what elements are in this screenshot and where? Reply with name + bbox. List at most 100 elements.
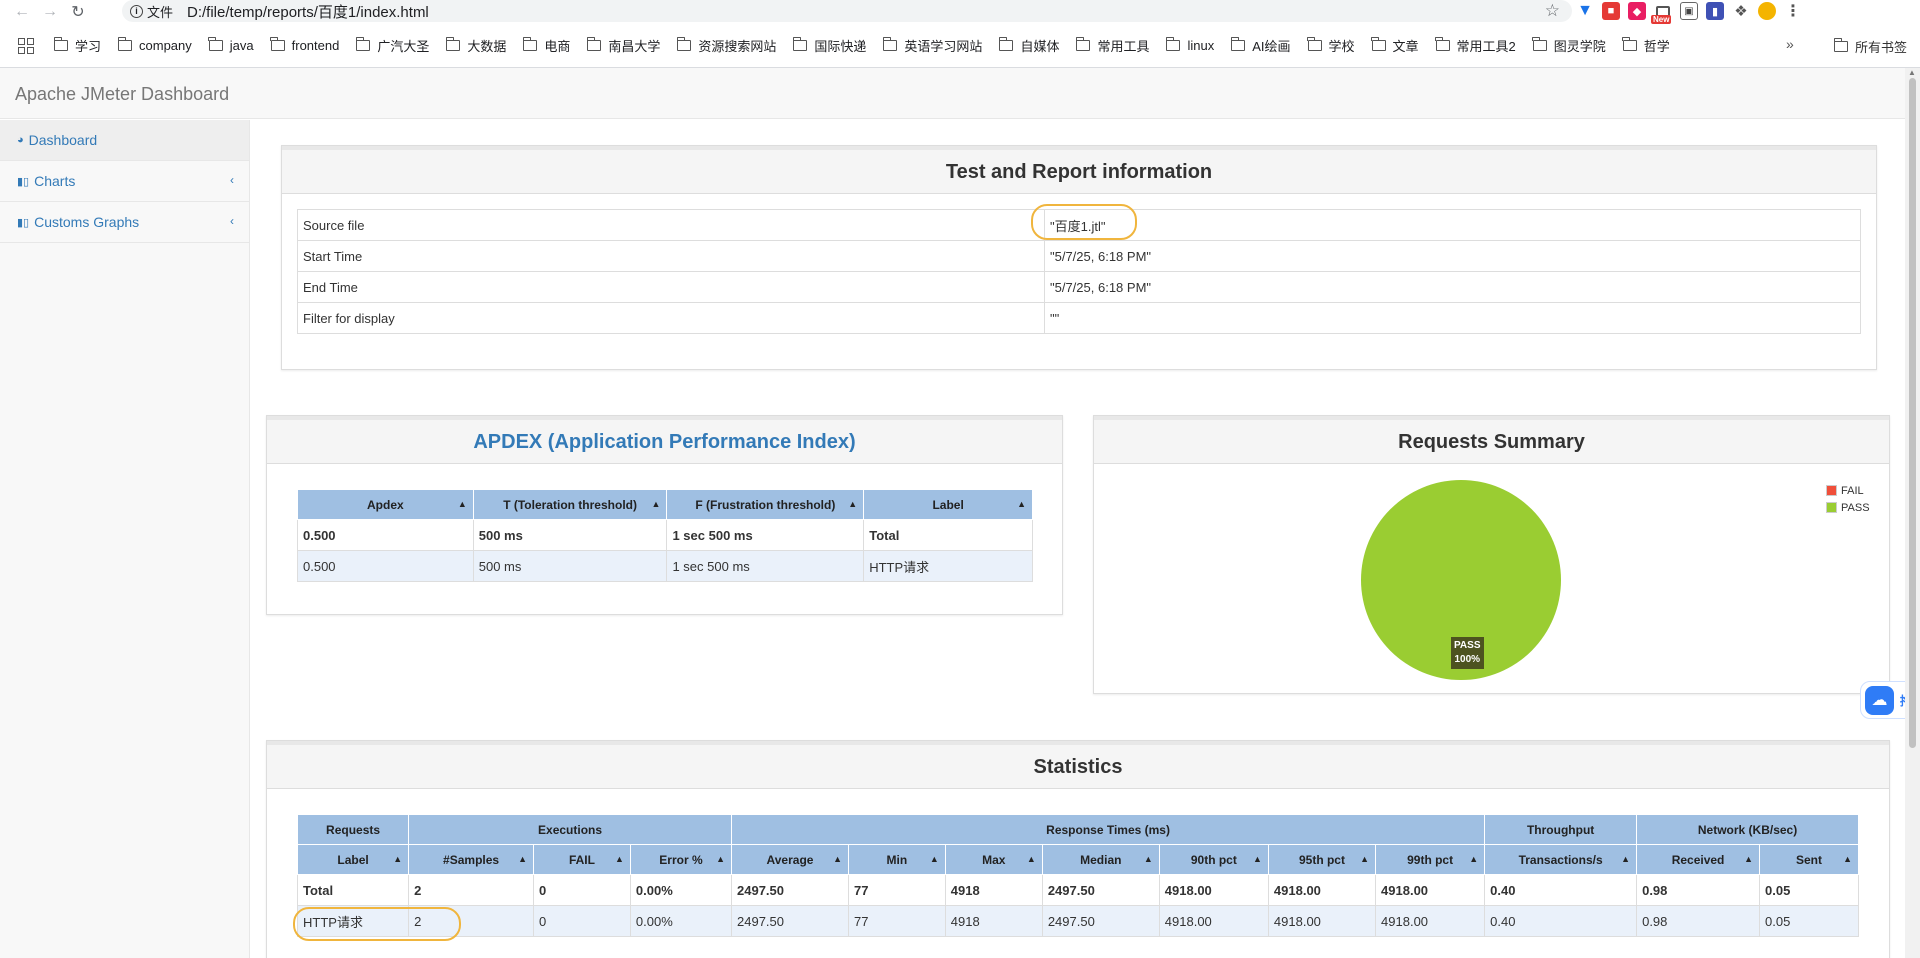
legend-item-pass[interactable]: PASS (1826, 499, 1870, 516)
folder-icon (1230, 37, 1246, 51)
column-header[interactable]: Sent ▲ (1759, 844, 1859, 875)
column-header[interactable]: Error % ▲ (629, 844, 733, 875)
table-cell: 0.98 (1636, 874, 1760, 906)
panel-title: Requests Summary (1094, 416, 1889, 464)
table-cell: 0.40 (1484, 905, 1638, 937)
sort-icon: ▲ (1360, 854, 1370, 864)
bookmark-folder[interactable]: 英语学习网站 (882, 36, 982, 55)
bookmarks-bar: 学习 company java frontend 广汽大圣 大数据 电商 南昌大学 资源搜索网站… (0, 24, 1920, 68)
bar-chart-icon: ▮▯ (17, 175, 30, 188)
column-header[interactable]: Apdex ▲ (297, 489, 474, 520)
info-key: Filter for display (297, 302, 1045, 334)
table-cell: 2 (408, 905, 535, 937)
column-header[interactable]: Label ▲ (296, 844, 410, 875)
bookmark-folder[interactable]: 国际快递 (792, 36, 866, 55)
reload-icon[interactable]: ↻ (71, 4, 85, 21)
column-header[interactable]: 95th pct ▲ (1267, 844, 1377, 875)
apps-grid-icon[interactable] (18, 37, 34, 54)
column-header-label: Error % (659, 852, 703, 867)
sidebar-item-charts[interactable]: ▮▯ Charts ‹ (0, 161, 249, 202)
bookmark-folder[interactable]: 资源搜索网站 (676, 36, 777, 55)
bookmark-folder[interactable]: 常用工具 (1075, 36, 1149, 55)
sidebar-item-dashboard[interactable]: ◕ Dashboard (0, 120, 249, 161)
gray-extension-icon[interactable]: ▣ (1680, 2, 1698, 20)
bookmark-folder[interactable]: 图灵学院 (1532, 36, 1606, 55)
bookmark-folder[interactable]: linux (1165, 37, 1214, 53)
forward-arrow-icon[interactable]: → (42, 3, 58, 20)
sidebar-item-customs-graphs[interactable]: ▮▯ Customs Graphs ‹ (0, 202, 249, 243)
pie-slice-pass[interactable] (1361, 480, 1561, 680)
bookmark-folder[interactable]: java (208, 37, 254, 53)
bookmark-label: 广汽大圣 (377, 39, 430, 54)
bookmark-folder[interactable]: 文章 (1371, 36, 1419, 55)
red-extension-icon[interactable]: ■ (1602, 2, 1620, 20)
sort-icon: ▲ (1026, 854, 1036, 864)
bookmark-folder[interactable]: 电商 (522, 36, 571, 55)
extensions-puzzle-icon[interactable]: ❖ (1732, 2, 1750, 20)
save-extension-icon[interactable]: ▮ (1706, 2, 1724, 20)
bookmark-star-icon[interactable]: ☆ (1544, 1, 1560, 20)
page-scrollbar[interactable]: ▲ (1905, 68, 1920, 958)
folder-icon (1075, 37, 1091, 51)
column-header[interactable]: Min ▲ (847, 844, 946, 875)
scroll-up-arrow-icon[interactable]: ▲ (1908, 68, 1916, 77)
bookmark-folder[interactable]: 学校 (1307, 36, 1355, 55)
total-row: 0.500 500 ms 1 sec 500 ms Total (297, 519, 1033, 551)
table-cell: 0.05 (1759, 874, 1859, 906)
profile-avatar[interactable] (1758, 2, 1776, 20)
bookmark-label: 资源搜索网站 (698, 39, 777, 54)
bookmark-label: 文章 (1392, 39, 1419, 54)
bookmark-folder[interactable]: frontend (270, 37, 339, 53)
folder-icon (1435, 37, 1450, 51)
column-header[interactable]: #Samples ▲ (408, 844, 535, 875)
app-brand[interactable]: Apache JMeter Dashboard (15, 84, 230, 104)
address-bar[interactable]: i 文件 D:/file/temp/reports/百度1/index.html… (122, 0, 1572, 22)
bookmark-label: 图灵学院 (1553, 39, 1606, 54)
bookmark-folder[interactable]: 南昌大学 (586, 36, 660, 55)
bookmark-folder[interactable]: 学习 (53, 36, 101, 55)
bookmark-folder[interactable]: 广汽大圣 (355, 36, 430, 55)
column-header[interactable]: Label ▲︎ (863, 489, 1033, 520)
bookmark-folder[interactable]: company (117, 37, 192, 53)
legend-item-fail[interactable]: FAIL (1826, 482, 1870, 499)
bookmark-folder[interactable]: AI绘画 (1230, 36, 1291, 55)
sort-asc-icon: ▲ (457, 499, 467, 509)
new-extension-icon[interactable]: New (1651, 2, 1672, 24)
column-header[interactable]: Transactions/s ▲ (1484, 844, 1638, 875)
sort-icon: ▲︎ (1017, 499, 1026, 509)
bookmark-folder[interactable]: 常用工具2 (1435, 36, 1516, 55)
more-bookmarks-chevron-icon[interactable]: » (1786, 36, 1794, 52)
column-header-label: Max (982, 852, 1006, 867)
sort-icon: ▲ (929, 854, 939, 864)
back-arrow-icon[interactable]: ← (14, 3, 30, 20)
info-icon: i (130, 4, 143, 18)
column-header[interactable]: 99th pct ▲ (1375, 844, 1486, 875)
site-info-label: 文件 (147, 4, 174, 20)
column-header[interactable]: F (Frustration threshold) ▲︎ (666, 489, 865, 520)
column-header[interactable]: Average ▲ (731, 844, 849, 875)
bookmark-label: 电商 (544, 39, 571, 54)
v-extension-icon[interactable]: ▼ (1576, 2, 1594, 20)
column-header[interactable]: FAIL ▲ (533, 844, 631, 875)
site-info-button[interactable]: i 文件 (130, 2, 173, 21)
folder-icon (676, 37, 692, 51)
folder-icon (792, 37, 808, 51)
column-header[interactable]: Median ▲ (1041, 844, 1160, 875)
folder-icon (1532, 37, 1547, 51)
pie-slice-name: PASS (1454, 640, 1481, 651)
column-header[interactable]: Max ▲ (944, 844, 1043, 875)
bookmark-folder[interactable]: 自媒体 (998, 36, 1059, 55)
sort-asc-icon: ▲ (393, 854, 403, 864)
browser-menu-icon[interactable]: ⋮ (1784, 2, 1802, 20)
column-header[interactable]: 90th pct ▲ (1158, 844, 1269, 875)
sort-icon: ▲ (1744, 854, 1753, 864)
url-text[interactable]: D:/file/temp/reports/百度1/index.html (187, 3, 429, 21)
all-bookmarks-folder[interactable]: 所有书签 (1833, 24, 1907, 68)
scrollbar-thumb[interactable] (1909, 78, 1916, 748)
column-header[interactable]: T (Toleration threshold) ▲︎ (472, 489, 668, 520)
table-cell: 2497.50 (1041, 874, 1160, 906)
column-header[interactable]: Received ▲ (1636, 844, 1760, 875)
pink-extension-icon[interactable]: ◆ (1628, 2, 1646, 20)
bookmark-folder[interactable]: 大数据 (445, 36, 506, 55)
bookmark-folder[interactable]: 哲学 (1622, 36, 1670, 55)
